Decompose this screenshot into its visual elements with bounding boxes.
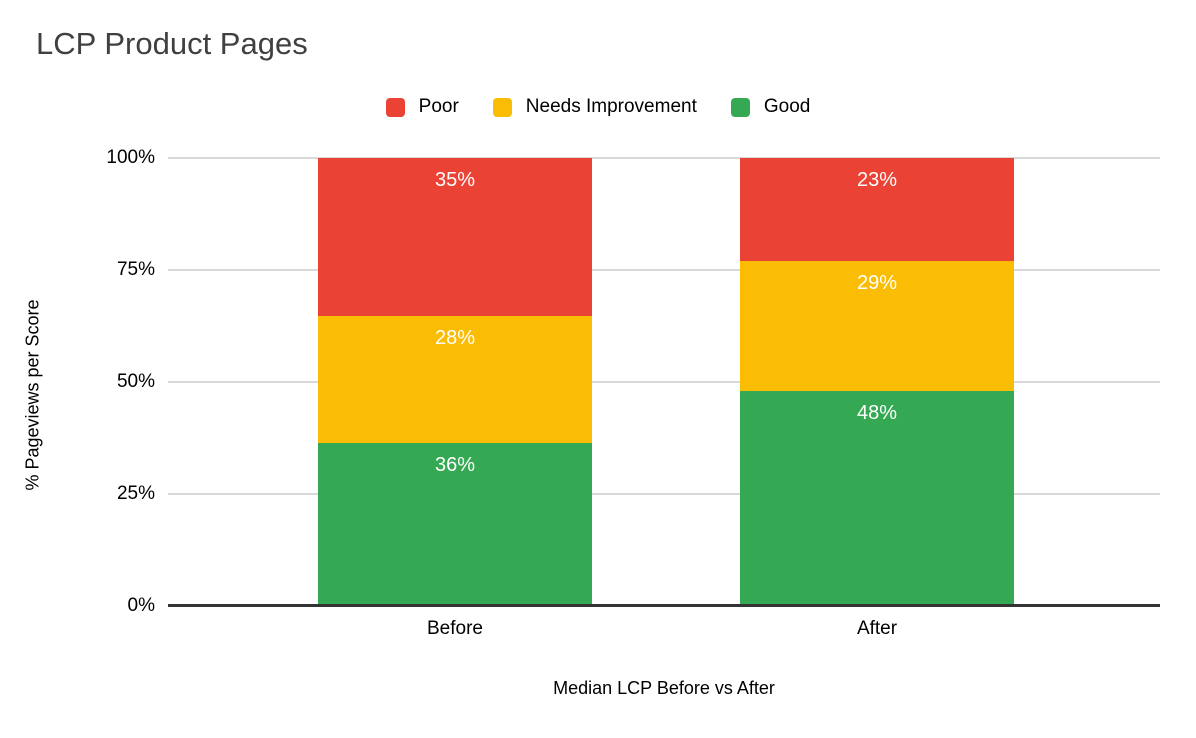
segment-after-needs-improvement: 29% bbox=[740, 261, 1014, 391]
x-axis-title: Median LCP Before vs After bbox=[553, 678, 775, 698]
segment-value-label: 35% bbox=[434, 169, 476, 191]
segment-before-needs-improvement: 28% bbox=[318, 316, 592, 444]
legend-label: Needs Improvement bbox=[525, 96, 697, 117]
segment-value-label: 48% bbox=[856, 401, 898, 424]
segment-value-label: 23% bbox=[856, 169, 898, 191]
legend-item-poor: Poor bbox=[385, 96, 459, 118]
y-tick-25%: 25% bbox=[116, 483, 155, 504]
gridline-25% bbox=[168, 493, 1160, 495]
y-tick-75%: 75% bbox=[116, 259, 155, 280]
legend-swatch-icon bbox=[730, 97, 750, 117]
legend-swatch-icon bbox=[385, 97, 405, 117]
legend-item-good: Good bbox=[730, 96, 811, 118]
legend-swatch-icon bbox=[492, 97, 512, 117]
y-axis-title: % Pageviews per Score bbox=[22, 299, 43, 491]
segment-before-poor: 35% bbox=[318, 158, 592, 317]
segment-after-good: 48% bbox=[740, 390, 1014, 606]
y-tick-100%: 100% bbox=[106, 147, 155, 168]
segment-value-label: 28% bbox=[434, 327, 476, 350]
y-tick-50%: 50% bbox=[116, 371, 155, 392]
gridline-100% bbox=[168, 157, 1160, 159]
segment-value-label: 36% bbox=[434, 454, 476, 477]
legend-label: Poor bbox=[418, 96, 459, 117]
x-category-before: Before bbox=[427, 618, 483, 639]
bar-after: 23% 29% 48% bbox=[740, 158, 1014, 606]
segment-value-label: 29% bbox=[856, 272, 898, 295]
gridline-50% bbox=[168, 381, 1160, 383]
x-axis-line bbox=[168, 604, 1160, 607]
gridline-75% bbox=[168, 269, 1160, 271]
legend-label: Good bbox=[763, 96, 811, 117]
y-tick-0%: 0% bbox=[127, 595, 155, 616]
legend-item-needs-improvement: Needs Improvement bbox=[492, 96, 697, 118]
x-category-after: After bbox=[856, 618, 898, 639]
plot-area: 35% 28% 36% 23% 29% 48% bbox=[168, 157, 1160, 607]
legend: Poor Needs Improvement Good bbox=[0, 96, 1196, 118]
segment-before-good: 36% bbox=[318, 443, 592, 606]
segment-after-poor: 23% bbox=[740, 158, 1014, 262]
chart-title: LCP Product Pages bbox=[36, 26, 308, 61]
bar-before: 35% 28% 36% bbox=[318, 158, 592, 606]
